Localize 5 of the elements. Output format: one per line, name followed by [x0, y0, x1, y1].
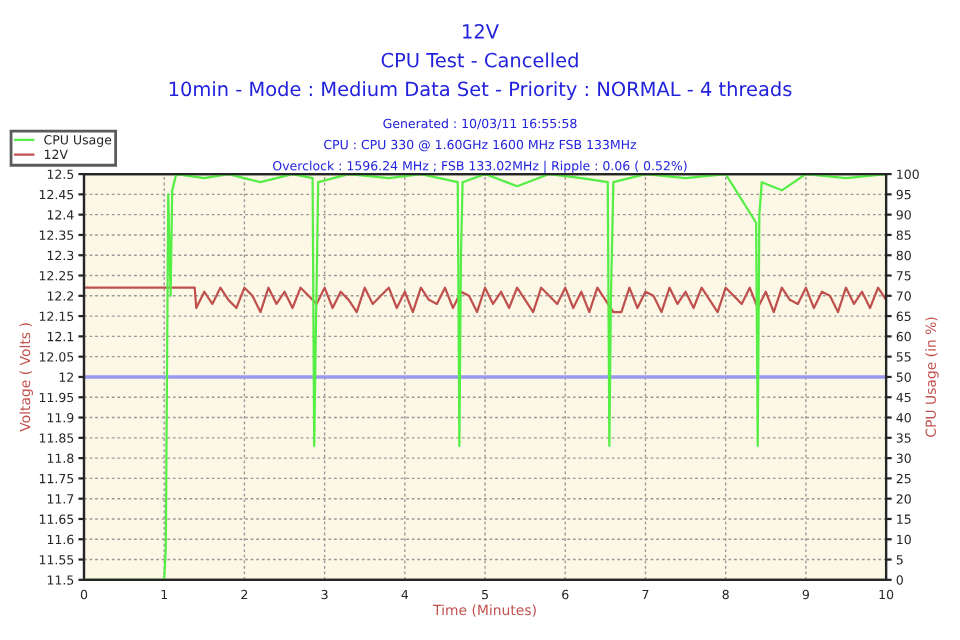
- line-series: [84, 174, 887, 580]
- chart-title: 12V: [463, 23, 499, 39]
- line-series: [84, 286, 887, 314]
- chart-subtitle: CPU Test - Cancelled: [381, 52, 578, 68]
- text: 10min - Mode : Medium Data Set - Priority : NORMAL - 4 threads: [169, 81, 792, 101]
